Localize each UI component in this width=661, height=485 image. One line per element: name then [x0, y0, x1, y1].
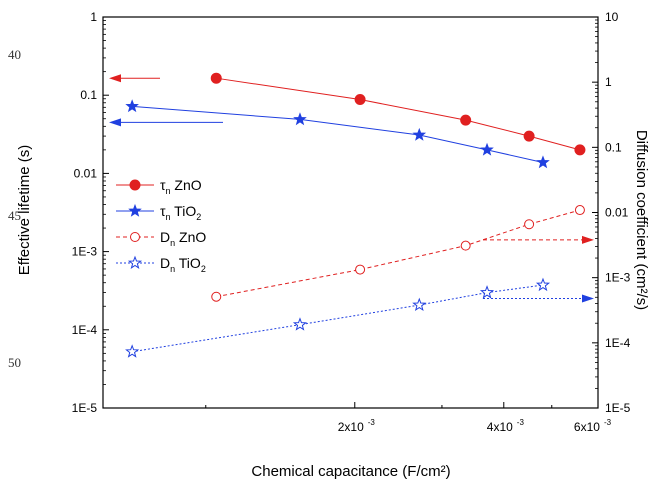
x-axis-label: Chemical capacitance (F/cm²) — [251, 463, 450, 480]
x-tick-exponent: -3 — [517, 418, 525, 427]
x-tick-label: 6x10 — [574, 420, 600, 434]
series-line — [132, 105, 544, 163]
y-left-axis-label: Effective lifetime (s) — [16, 145, 33, 276]
legend-marker — [127, 255, 143, 270]
y-left-tick-label: 0.1 — [80, 88, 97, 102]
x-tick-label: 4x10 — [487, 420, 513, 434]
margin-line-number: 40 — [8, 47, 21, 62]
data-point — [412, 297, 427, 312]
data-point — [480, 142, 494, 156]
x-tick-label: 2x10 — [338, 420, 364, 434]
y-left-tick-label: 1E-4 — [72, 323, 98, 337]
arrow-head — [582, 235, 594, 244]
data-point — [574, 144, 586, 156]
series-line — [132, 284, 544, 353]
y-right-tick-label: 0.1 — [605, 140, 622, 154]
data-point — [293, 112, 307, 126]
y-left-tick-label: 1E-5 — [72, 401, 98, 415]
y-right-axis-label: Diffusion coefficient (cm²/s) — [633, 130, 650, 310]
y-left-tick-label: 1 — [90, 10, 97, 24]
legend-marker — [128, 203, 142, 217]
margin-line-number: 45 — [8, 208, 21, 223]
y-left-tick-label: 0.01 — [74, 166, 98, 180]
y-right-tick-label: 1E-3 — [605, 271, 631, 285]
data-point — [524, 219, 535, 230]
x-tick-exponent: -3 — [368, 418, 376, 427]
y-right-tick-label: 1E-5 — [605, 401, 631, 415]
legend-label: Dn ZnO — [160, 229, 206, 248]
arrow-head — [582, 294, 594, 303]
y-left-tick-label: 1E-3 — [72, 245, 98, 259]
data-point — [479, 285, 495, 299]
margin-line-number: 50 — [8, 355, 21, 370]
y-right-tick-label: 1 — [605, 75, 612, 89]
y-right-tick-label: 0.01 — [605, 206, 629, 220]
data-point — [460, 240, 471, 251]
data-point — [460, 114, 472, 126]
legend-marker — [130, 232, 140, 242]
data-point — [125, 344, 140, 358]
data-point — [574, 205, 585, 216]
data-point — [523, 130, 535, 142]
data-point — [536, 155, 550, 169]
data-point — [535, 277, 551, 292]
legend-label: τn ZnO — [160, 177, 202, 196]
data-point — [412, 127, 427, 141]
data-point — [210, 72, 222, 84]
legend-marker — [129, 179, 141, 191]
data-point — [211, 291, 222, 302]
y-right-tick-label: 10 — [605, 10, 619, 24]
data-point — [355, 264, 366, 275]
data-point — [354, 94, 366, 106]
y-right-tick-label: 1E-4 — [605, 336, 631, 350]
legend-label: τn TiO2 — [160, 203, 201, 222]
x-tick-exponent: -3 — [604, 418, 612, 427]
data-point — [292, 317, 308, 331]
legend-label: Dn TiO2 — [160, 255, 206, 274]
data-point — [125, 99, 139, 113]
